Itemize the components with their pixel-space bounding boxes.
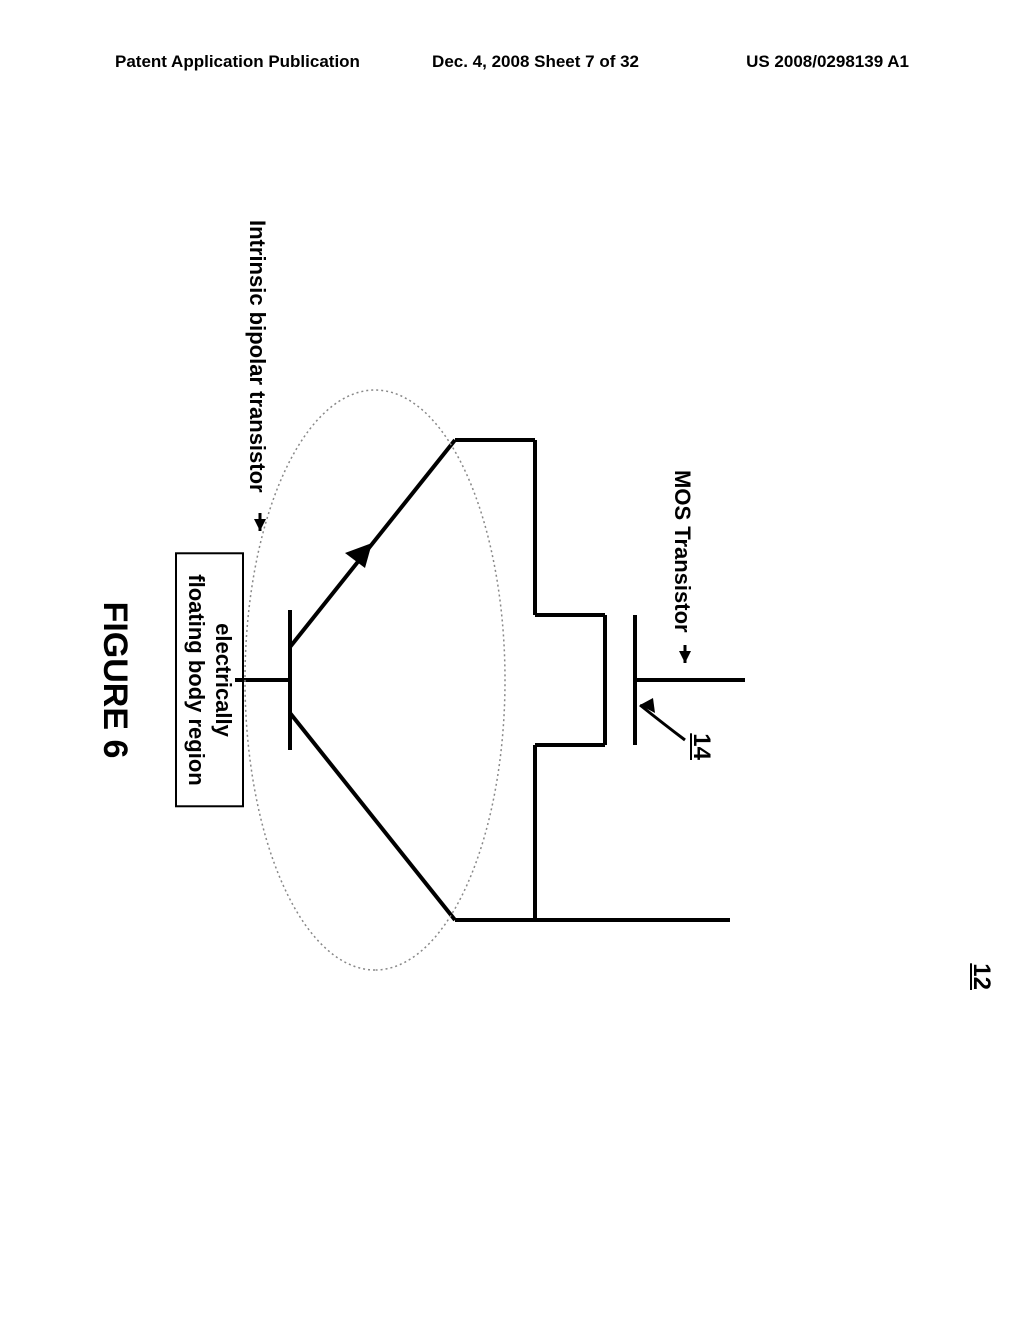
rotated-diagram: 12 14 MOS Transistor Intrinsic bipolar t… (25, 295, 1024, 1065)
intrinsic-bipolar-label: Intrinsic bipolar transistor (244, 220, 270, 493)
reference-numeral-14: 14 (687, 733, 715, 760)
body-region-line2: floating body region (183, 574, 209, 785)
figure-number-label: FIGURE 6 (95, 602, 134, 759)
diagram-container: 12 14 MOS Transistor Intrinsic bipolar t… (140, 180, 910, 1180)
reference-numeral-12: 12 (967, 963, 995, 990)
mos-transistor-label: MOS Transistor (669, 470, 695, 633)
page-header: Patent Application Publication Dec. 4, 2… (0, 52, 1024, 72)
header-date-sheet: Dec. 4, 2008 Sheet 7 of 32 (432, 52, 639, 72)
floating-body-region-box: electrically floating body region (175, 552, 244, 807)
body-region-line1: electrically (209, 574, 235, 785)
header-patent-number: US 2008/0298139 A1 (746, 52, 909, 72)
header-publication: Patent Application Publication (115, 52, 360, 72)
